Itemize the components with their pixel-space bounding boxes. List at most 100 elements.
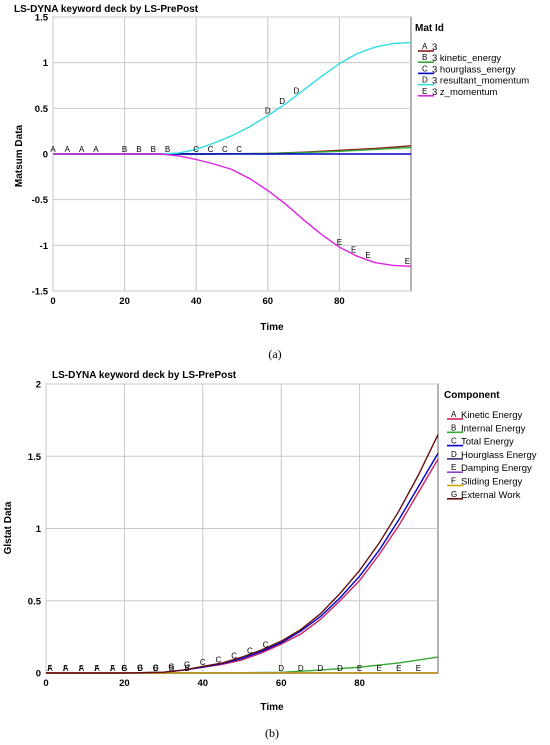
series-marker-f: F [95, 664, 100, 673]
series-marker-a: A [110, 664, 116, 673]
legend-marker-letter: A [422, 42, 428, 51]
panel-a: LS-DYNA keyword deck by LS-PrePost 0 20 40… [14, 4, 529, 361]
series-marker-f: F [110, 664, 115, 673]
panel-b-legend: A Kinetic Energy B Internal Energy C Total En… [447, 410, 537, 501]
legend-label: 3 resultant_momentum [432, 76, 529, 87]
series-marker-e: E [351, 245, 356, 254]
panel-a-legend: A 3B 3 kinetic_energy C 3 hourglass_energy D 3… [418, 42, 529, 98]
series-marker-e: E [377, 664, 382, 673]
series-marker-a: A [79, 664, 85, 673]
series-marker-a: A [47, 664, 53, 673]
series-marker-e: E [405, 257, 410, 266]
legend-marker-letter: D [422, 76, 428, 85]
legend-item-a: A Kinetic Energy [447, 410, 523, 421]
series-marker-d: D [265, 107, 271, 116]
legend-marker-letter: C [451, 437, 457, 446]
panel-a-x-axis-label: Time [260, 322, 284, 333]
legend-label: 3 kinetic_energy [432, 53, 501, 64]
y-tick-label: 1 [36, 524, 42, 535]
legend-label: Kinetic Energy [461, 410, 523, 421]
legend-label: Sliding Energy [461, 477, 523, 488]
series-marker-d: D [279, 97, 285, 106]
legend-item-g: G External Work [447, 490, 521, 501]
series-marker-b: B [165, 145, 170, 154]
y-tick-label: 1.5 [35, 13, 49, 24]
series-marker-a: A [93, 145, 99, 154]
series-marker-a: A [63, 664, 69, 673]
series-marker-c: C [193, 145, 199, 154]
x-tick-label: 0 [50, 296, 55, 307]
legend-label: Damping Energy [461, 463, 532, 474]
series-marker-c: C [247, 647, 253, 656]
legend-marker-letter: A [451, 410, 457, 419]
legend-item-b: B 3 kinetic_energy [418, 53, 501, 64]
series-marker-c: C [222, 145, 228, 154]
legend-label: 3 z_momentum [432, 87, 498, 98]
panel-b: LS-DYNA keyword deck by LS-PrePost 0 20 40… [3, 370, 537, 740]
series-marker-f: F [47, 664, 52, 673]
series-line-a [46, 458, 439, 674]
series-marker-d: D [294, 87, 300, 96]
panel-b-y-axis-label: Glstat Data [3, 501, 14, 554]
panel-b-grid [45, 383, 438, 674]
x-tick-label: 0 [43, 678, 48, 689]
series-marker-c: C [216, 655, 222, 664]
series-marker-c: C [208, 145, 214, 154]
series-marker-g: G [168, 662, 174, 671]
panel-a-legend-title: Mat Id [415, 23, 444, 34]
series-marker-a: A [65, 145, 71, 154]
x-tick-label: 80 [334, 296, 345, 307]
legend-label: External Work [461, 490, 521, 501]
legend-marker-letter: B [451, 423, 456, 432]
series-marker-g: G [153, 663, 159, 672]
series-line-c [46, 453, 439, 674]
series-marker-f: F [63, 664, 68, 673]
legend-label: 3 hourglass_energy [432, 64, 516, 75]
series-marker-c: C [263, 641, 269, 650]
series-marker-b: B [151, 145, 156, 154]
series-marker-e: E [365, 251, 370, 260]
panel-b-caption: (b) [265, 726, 279, 740]
y-tick-label: -1.5 [32, 287, 49, 298]
series-marker-d: D [278, 664, 284, 673]
legend-label: Internal Energy [461, 423, 526, 434]
panel-b-series-lines [46, 434, 439, 674]
y-tick-label: -0.5 [32, 195, 49, 206]
series-marker-e: E [357, 664, 362, 673]
series-line-b [53, 146, 412, 155]
y-tick-label: 1 [43, 58, 49, 69]
y-tick-label: 0 [36, 669, 41, 680]
legend-label: 3 [432, 42, 437, 53]
series-marker-e: E [396, 664, 401, 673]
legend-marker-letter: G [451, 490, 457, 499]
y-tick-label: 2 [36, 380, 41, 391]
legend-marker-letter: E [422, 87, 427, 96]
series-marker-e: E [337, 238, 342, 247]
y-tick-label: 0 [43, 150, 48, 161]
x-tick-label: 20 [119, 678, 130, 689]
series-marker-f: F [79, 664, 84, 673]
series-marker-c: C [231, 652, 237, 661]
series-marker-b: B [122, 664, 127, 673]
legend-label: Total Energy [461, 437, 514, 448]
series-marker-c: C [200, 658, 206, 667]
series-marker-g: G [184, 660, 190, 669]
panel-b-title: LS-DYNA keyword deck by LS-PrePost [52, 370, 237, 381]
legend-item-d: D Hourglass Energy [447, 450, 537, 461]
y-tick-label: 1.5 [28, 452, 42, 463]
legend-marker-letter: B [422, 53, 427, 62]
legend-item-e: E Damping Energy [447, 463, 532, 474]
panel-b-tick-labels: 0 20 40 60 80 0 0.5 1 1.5 2 [28, 380, 365, 690]
series-marker-b: B [136, 145, 141, 154]
series-line-d [53, 41, 412, 155]
series-marker-b: B [169, 664, 174, 673]
legend-marker-letter: D [451, 450, 457, 459]
series-marker-a: A [79, 145, 85, 154]
panel-b-x-axis-label: Time [260, 702, 284, 713]
legend-item-e: E 3 z_momentum [418, 87, 498, 98]
legend-marker-letter: C [422, 64, 428, 73]
series-marker-g: G [137, 664, 143, 673]
